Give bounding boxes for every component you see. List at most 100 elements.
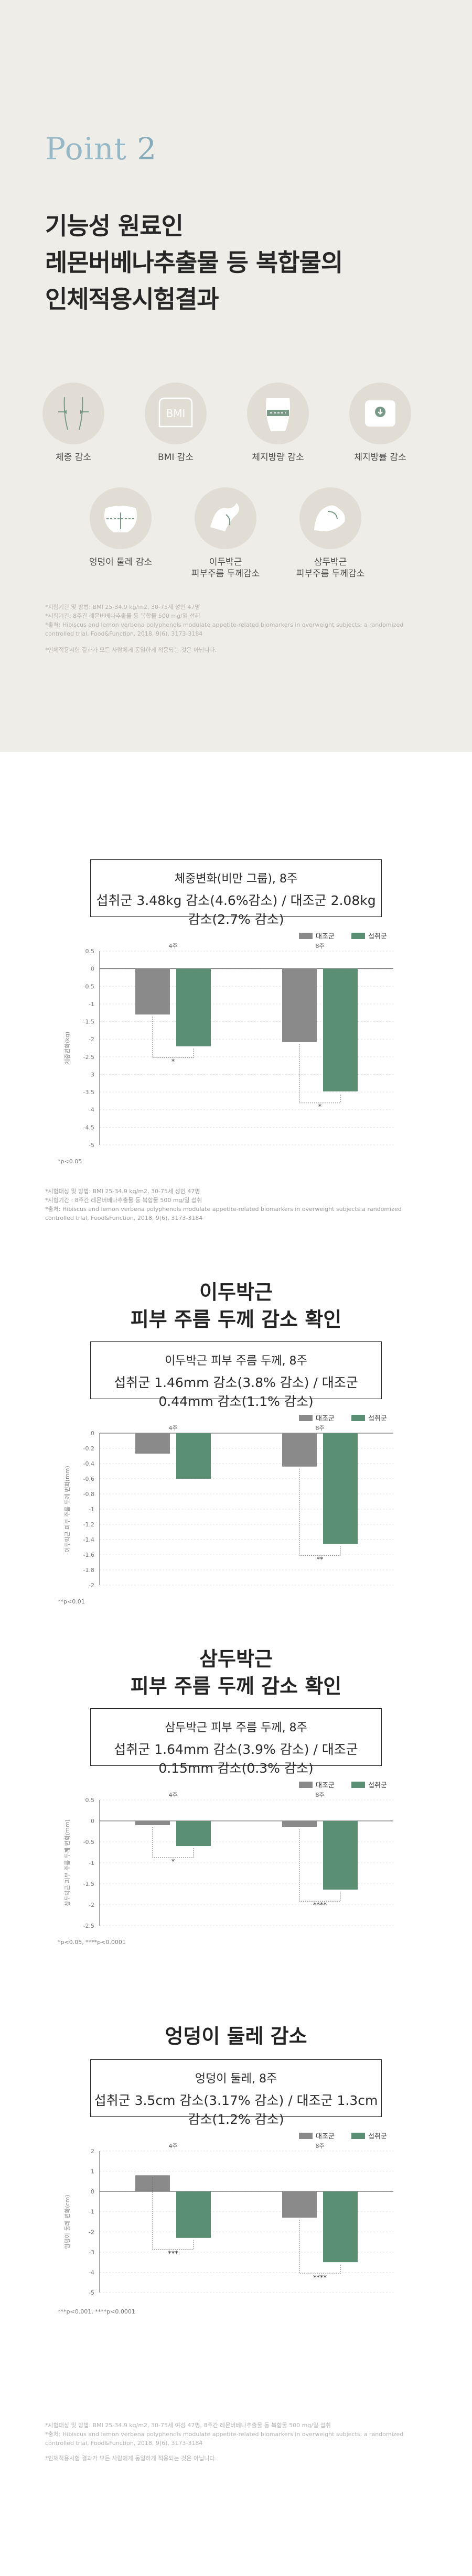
- point-number: 2: [137, 131, 157, 167]
- icon-label: 이두박근 피부주름 두께감소: [191, 557, 260, 579]
- significance-mark: ****: [313, 1902, 327, 1909]
- y-tick-label: -1: [89, 2209, 94, 2215]
- bar-treatment: [176, 968, 211, 1046]
- y-tick-label: -1.8: [83, 1567, 94, 1574]
- category-label: 4주: [168, 1425, 177, 1432]
- bar-treatment: [323, 1433, 358, 1544]
- icon-item-triceps: 이두박근 피부주름 두께감소: [184, 487, 267, 580]
- chart4-summary-box: 엉덩이 둘레, 8주 섭취군 3.5cm 감소(3.17% 감소) / 대조군 …: [90, 2059, 382, 2127]
- bmi-icon: BMI: [145, 383, 207, 444]
- icon-item-hip: 엉덩이 둘레 감소: [79, 487, 163, 568]
- y-axis-label: 이두박근 피부 주름 두께 변화(mm): [64, 1466, 71, 1552]
- chart3-summary-box: 삼두박근 피부 주름 두께, 8주 섭취군 1.64mm 감소(3.9% 감소)…: [90, 1708, 382, 1776]
- category-label: 8주: [315, 1425, 324, 1432]
- footnote: *시험기관 및 방법: BMI 25-34.9 kg/m2, 30-75세 성인…: [45, 604, 200, 610]
- y-tick-label: -4: [89, 2269, 94, 2276]
- biceps-icon: [299, 487, 361, 549]
- chart4-title: 엉덩이 둘레 감소: [0, 2023, 472, 2050]
- significance-bracket: [152, 1017, 194, 1058]
- chart4-note: ***p<0.001, ****p<0.0001: [58, 2308, 135, 2315]
- y-tick-label: -5: [89, 1142, 94, 1149]
- icon-label: 체중 감소: [56, 452, 91, 463]
- category-label: 8주: [315, 2143, 324, 2149]
- footnotes: *시험기관 및 방법: BMI 25-34.9 kg/m2, 30-75세 성인…: [45, 603, 428, 654]
- intro-section: Point 2 기능성 원료인 레몬버베나추출물 등 복합물의 인체적용시험결과…: [0, 0, 472, 752]
- y-tick-label: -2.5: [83, 1054, 94, 1061]
- chart3-summary: 섭취군 1.64mm 감소(3.9% 감소) / 대조군 0.15mm 감소(0…: [114, 1742, 358, 1776]
- point-label: Point 2: [45, 131, 157, 167]
- y-tick-label: -3: [89, 2249, 94, 2256]
- chart4-title-line: 엉덩이 둘레 감소: [165, 2025, 307, 2048]
- chart2-heading: 이두박근 피부 주름 두께, 8주: [165, 1355, 307, 1368]
- bar-control: [135, 1433, 170, 1454]
- bar-treatment: [176, 1433, 211, 1479]
- y-tick-label: 0.5: [85, 1797, 95, 1804]
- y-tick-label: 2: [91, 2148, 94, 2155]
- chart2-summary-box: 이두박근 피부 주름 두께, 8주 섭취군 1.46mm 감소(3.8% 감소)…: [90, 1341, 382, 1409]
- y-tick-label: -1.6: [83, 1552, 94, 1558]
- bar-treatment: [176, 1821, 211, 1846]
- significance-mark: *: [171, 1058, 175, 1066]
- icon-label: 체지방량 감소: [252, 452, 304, 463]
- y-tick-label: -1.4: [83, 1536, 94, 1543]
- fat-mass-icon: [349, 383, 411, 444]
- y-tick-label: -1: [89, 1506, 94, 1513]
- chart2-title-line: 피부 주름 두께 감소 확인: [130, 1308, 342, 1331]
- y-tick-label: -0.8: [83, 1491, 94, 1498]
- y-tick-label: -2: [89, 1902, 94, 1908]
- bar-control: [282, 968, 317, 1042]
- icon-item-biceps: 삼두박근 피부주름 두께감소: [288, 487, 372, 580]
- footnote: *시험기간: 8주간 레몬버베나추출물 등 복합물 500 mg/일 섭취: [45, 613, 200, 619]
- category-label: 8주: [315, 943, 324, 949]
- y-tick-label: -1.2: [83, 1521, 94, 1528]
- significance-mark: **: [317, 1556, 324, 1564]
- icon-label: 체지방률 감소: [354, 452, 406, 463]
- bar-control: [135, 968, 170, 1015]
- legend-label-control: 대조군: [316, 1415, 335, 1423]
- triceps-icon: [195, 487, 256, 549]
- y-tick-label: -0.2: [83, 1445, 94, 1452]
- reference-line: *출처: Hibiscus and lemon verbena polyphen…: [45, 2431, 404, 2447]
- body-fat-icon: [247, 383, 309, 444]
- legend-swatch-treatment: [351, 1782, 365, 1788]
- significance-bracket: [152, 1827, 194, 1858]
- reference-line: *시험기간 : 8주간 레몬버베나추출물 등 복합물 500 mg/일 섭취: [45, 1197, 202, 1204]
- significance-mark: *: [171, 1858, 175, 1866]
- point-word: Point: [45, 131, 127, 167]
- footnote: *출처: Hibiscus and lemon verbena polyphen…: [45, 621, 404, 637]
- legend-label-treatment: 섭취군: [368, 1415, 387, 1423]
- weight-loss-icon: [42, 383, 104, 444]
- chart4-heading: 엉덩이 둘레, 8주: [195, 2072, 277, 2086]
- category-label: 8주: [315, 1792, 324, 1798]
- bar-control: [282, 1433, 317, 1467]
- legend-swatch-treatment: [351, 1415, 365, 1421]
- category-label: 4주: [168, 2143, 177, 2149]
- y-axis-label: 엉덩이 둘레 변화(cm): [64, 2195, 71, 2248]
- category-label: 4주: [168, 1792, 177, 1798]
- hip-icon: [90, 487, 152, 549]
- legend-label-treatment: 섭취군: [368, 933, 387, 941]
- icon-item-fatmass: 체지방률 감소: [338, 383, 422, 463]
- legend-label-control: 대조군: [316, 2133, 335, 2141]
- bottom-reference: *시험대상 및 방법: BMI 25-34.9 kg/m2, 30-75세 여성…: [45, 2421, 428, 2463]
- svg-text:BMI: BMI: [166, 407, 186, 420]
- y-tick-label: -4: [89, 1107, 94, 1114]
- significance-bracket: [299, 2220, 341, 2274]
- icon-item-bmi: BMI BMI 감소: [134, 383, 218, 463]
- title-line-1: 기능성 원료인: [45, 212, 184, 240]
- legend-swatch-control: [299, 933, 313, 939]
- reference-line: *인체적용시험 결과가 모든 사람에게 동일하게 적용되는 것은 아닙니다.: [45, 2455, 217, 2462]
- y-tick-label: -5: [89, 2289, 94, 2296]
- icon-item-bodyfat: 체지방량 감소: [236, 383, 320, 463]
- y-tick-label: -0.5: [83, 1839, 94, 1846]
- chart2-note: **p<0.01: [58, 1598, 85, 1605]
- y-tick-label: 0: [91, 2188, 94, 2195]
- legend-swatch-control: [299, 2133, 313, 2139]
- y-axis-label: 삼두박근 피부 주름 두께 변화(mm): [64, 1819, 71, 1906]
- y-tick-label: 0: [91, 1818, 94, 1825]
- y-tick-label: 0: [91, 966, 94, 973]
- y-tick-label: -2: [89, 2229, 94, 2235]
